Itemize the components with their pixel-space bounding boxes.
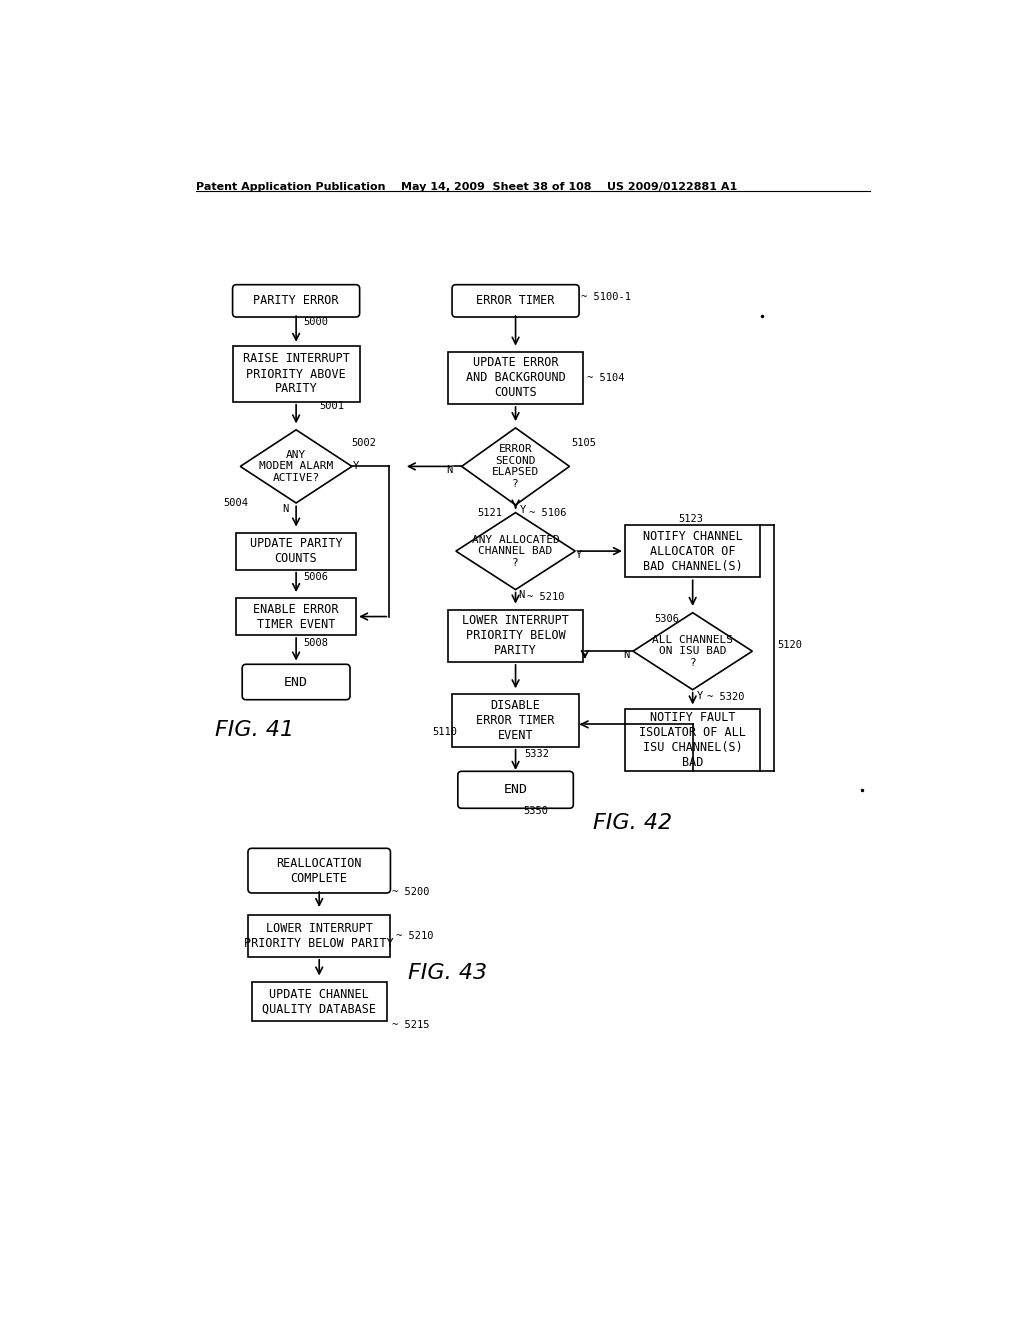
FancyBboxPatch shape bbox=[232, 285, 359, 317]
FancyBboxPatch shape bbox=[452, 285, 580, 317]
Text: END: END bbox=[284, 676, 308, 689]
Text: 5121: 5121 bbox=[477, 508, 502, 517]
Text: UPDATE CHANNEL
QUALITY DATABASE: UPDATE CHANNEL QUALITY DATABASE bbox=[262, 987, 376, 1015]
Polygon shape bbox=[456, 512, 575, 590]
Text: ANY ALLOCATED
CHANNEL BAD
?: ANY ALLOCATED CHANNEL BAD ? bbox=[472, 535, 559, 568]
Bar bbox=[452, 694, 580, 747]
Text: NOTIFY FAULT
ISOLATOR OF ALL
ISU CHANNEL(S)
BAD: NOTIFY FAULT ISOLATOR OF ALL ISU CHANNEL… bbox=[639, 710, 746, 768]
Text: NOTIFY CHANNEL
ALLOCATOR OF
BAD CHANNEL(S): NOTIFY CHANNEL ALLOCATOR OF BAD CHANNEL(… bbox=[643, 529, 742, 573]
Bar bbox=[449, 351, 583, 404]
Text: 5002: 5002 bbox=[351, 438, 377, 449]
Text: 5006: 5006 bbox=[304, 573, 329, 582]
Text: FIG. 42: FIG. 42 bbox=[593, 813, 672, 833]
FancyBboxPatch shape bbox=[458, 771, 573, 808]
Text: END: END bbox=[504, 783, 527, 796]
Text: ~ 5210: ~ 5210 bbox=[527, 593, 564, 602]
Text: 5000: 5000 bbox=[304, 317, 329, 327]
Bar bbox=[232, 346, 359, 401]
Text: DISABLE
ERROR TIMER
EVENT: DISABLE ERROR TIMER EVENT bbox=[476, 700, 555, 742]
Text: 5110: 5110 bbox=[432, 727, 458, 737]
Text: ANY
MODEM ALARM
ACTIVE?: ANY MODEM ALARM ACTIVE? bbox=[259, 450, 333, 483]
Text: ~ 5100-1: ~ 5100-1 bbox=[581, 292, 631, 302]
Text: Y: Y bbox=[352, 462, 358, 471]
Bar bbox=[449, 610, 583, 663]
Text: N: N bbox=[518, 590, 524, 601]
Text: ERROR
SECOND
ELAPSED
?: ERROR SECOND ELAPSED ? bbox=[492, 444, 540, 488]
Text: UPDATE ERROR
AND BACKGROUND
COUNTS: UPDATE ERROR AND BACKGROUND COUNTS bbox=[466, 356, 565, 400]
Text: ~ 5320: ~ 5320 bbox=[707, 693, 744, 702]
Text: REALLOCATION
COMPLETE: REALLOCATION COMPLETE bbox=[276, 857, 361, 884]
Bar bbox=[626, 525, 760, 577]
FancyBboxPatch shape bbox=[243, 664, 350, 700]
Text: 5105: 5105 bbox=[571, 438, 596, 449]
Text: 5306: 5306 bbox=[654, 614, 679, 624]
Text: Patent Application Publication    May 14, 2009  Sheet 38 of 108    US 2009/01228: Patent Application Publication May 14, 2… bbox=[196, 182, 737, 191]
Bar bbox=[252, 982, 387, 1020]
Text: 5350: 5350 bbox=[523, 805, 548, 816]
Text: N: N bbox=[446, 465, 453, 475]
Text: ~ 5104: ~ 5104 bbox=[587, 372, 625, 383]
Text: UPDATE PARITY
COUNTS: UPDATE PARITY COUNTS bbox=[250, 537, 342, 565]
Text: PARITY ERROR: PARITY ERROR bbox=[253, 294, 339, 308]
Text: 5123: 5123 bbox=[679, 513, 703, 524]
Text: Y: Y bbox=[575, 550, 582, 560]
Text: ~ 5210: ~ 5210 bbox=[396, 931, 434, 941]
Text: ENABLE ERROR
TIMER EVENT: ENABLE ERROR TIMER EVENT bbox=[253, 602, 339, 631]
Polygon shape bbox=[462, 428, 569, 506]
FancyBboxPatch shape bbox=[248, 849, 390, 892]
Text: 5332: 5332 bbox=[524, 748, 550, 759]
Text: FIG. 41: FIG. 41 bbox=[215, 721, 294, 741]
Text: N: N bbox=[283, 504, 289, 513]
Text: LOWER INTERRUPT
PRIORITY BELOW
PARITY: LOWER INTERRUPT PRIORITY BELOW PARITY bbox=[462, 614, 569, 657]
Text: N: N bbox=[624, 649, 630, 660]
Polygon shape bbox=[241, 430, 352, 503]
Text: ALL CHANNELS
ON ISU BAD
?: ALL CHANNELS ON ISU BAD ? bbox=[652, 635, 733, 668]
Text: 5004: 5004 bbox=[223, 499, 249, 508]
Text: ERROR TIMER: ERROR TIMER bbox=[476, 294, 555, 308]
Polygon shape bbox=[633, 612, 753, 689]
Bar bbox=[248, 915, 390, 957]
Text: RAISE INTERRUPT
PRIORITY ABOVE
PARITY: RAISE INTERRUPT PRIORITY ABOVE PARITY bbox=[243, 352, 349, 396]
Text: 5001: 5001 bbox=[319, 401, 344, 412]
Text: Y: Y bbox=[696, 690, 702, 701]
Text: ~ 5200: ~ 5200 bbox=[392, 887, 430, 898]
Text: 5008: 5008 bbox=[304, 639, 329, 648]
Text: ~ 5106: ~ 5106 bbox=[529, 508, 567, 517]
Text: FIG. 43: FIG. 43 bbox=[408, 964, 486, 983]
Bar bbox=[237, 533, 355, 570]
Bar bbox=[626, 709, 760, 771]
Text: 5120: 5120 bbox=[777, 640, 803, 649]
Bar bbox=[237, 598, 355, 635]
Text: LOWER INTERRUPT
PRIORITY BELOW PARITY: LOWER INTERRUPT PRIORITY BELOW PARITY bbox=[245, 923, 394, 950]
Text: Y: Y bbox=[519, 506, 525, 515]
Text: ~ 5215: ~ 5215 bbox=[392, 1019, 430, 1030]
